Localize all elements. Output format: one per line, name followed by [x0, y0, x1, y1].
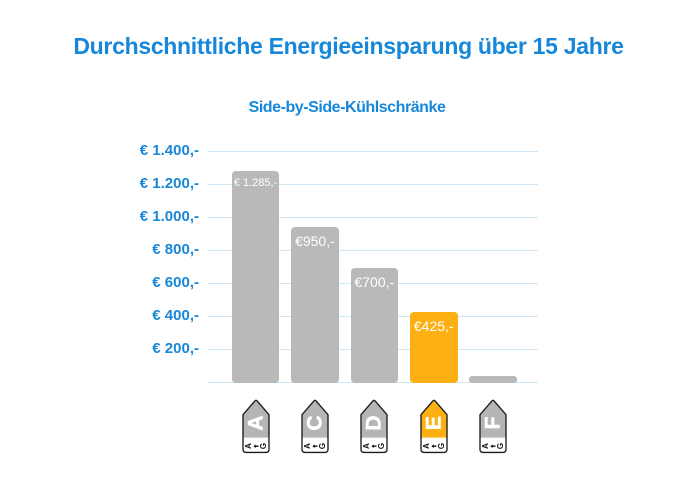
- svg-text:A: A: [303, 443, 312, 449]
- svg-text:C: C: [303, 415, 326, 430]
- svg-text:A: A: [481, 443, 490, 449]
- svg-text:D: D: [363, 415, 386, 430]
- svg-text:A: A: [244, 415, 267, 430]
- svg-text:G: G: [437, 442, 446, 448]
- svg-text:A: A: [243, 443, 252, 449]
- svg-text:G: G: [377, 442, 386, 448]
- svg-text:A: A: [362, 443, 371, 449]
- svg-text:G: G: [258, 442, 267, 448]
- svg-text:E: E: [422, 416, 445, 430]
- svg-text:G: G: [496, 442, 505, 448]
- svg-text:A: A: [421, 443, 430, 449]
- svg-text:F: F: [482, 416, 505, 429]
- svg-text:G: G: [318, 442, 327, 448]
